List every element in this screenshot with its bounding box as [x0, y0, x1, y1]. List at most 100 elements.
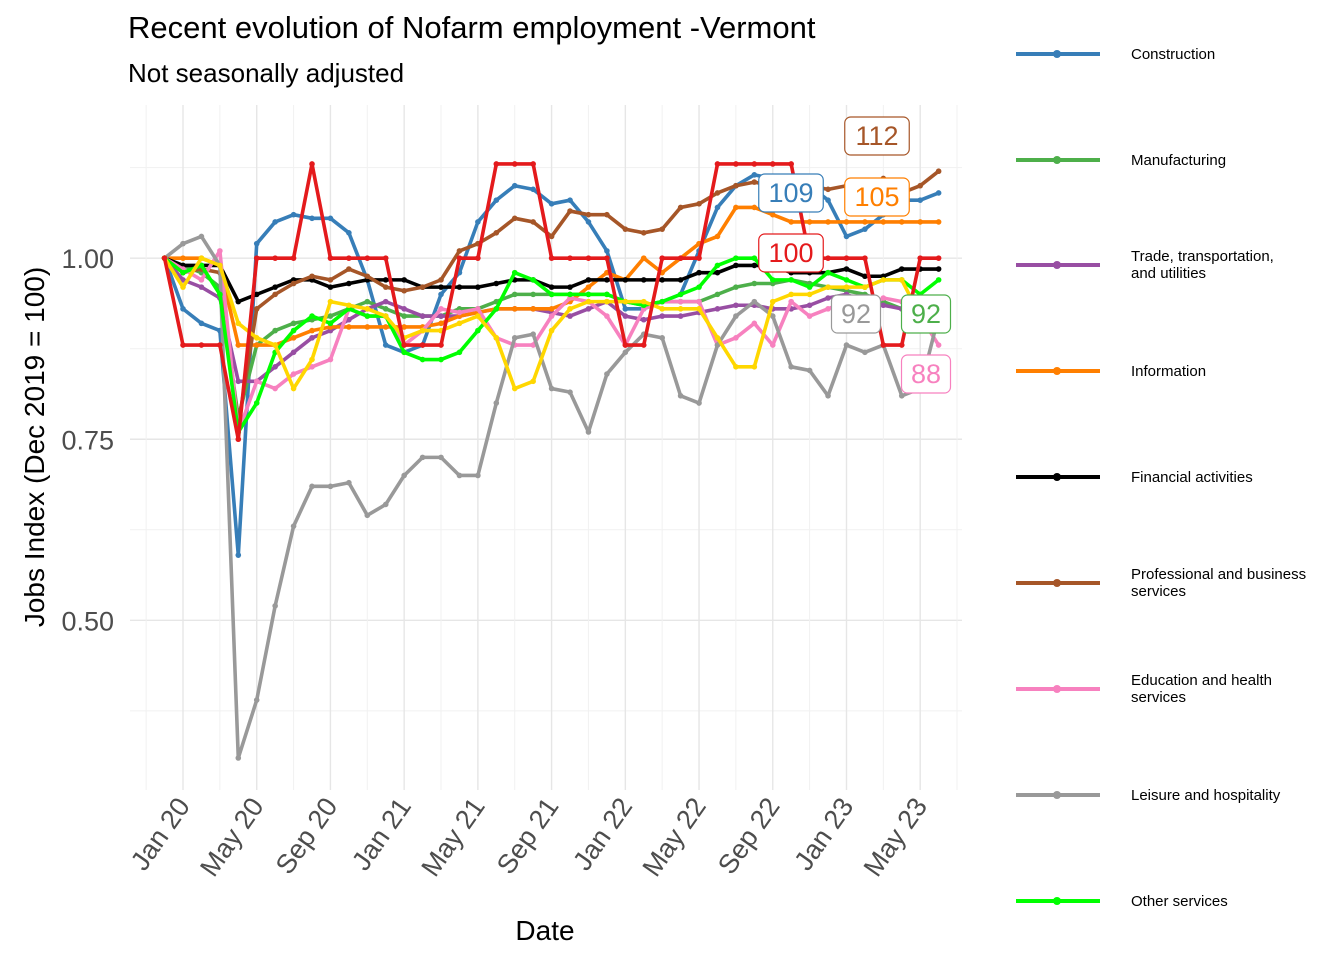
data-point [290, 211, 297, 218]
data-point [843, 255, 850, 261]
data-point [253, 240, 260, 247]
legend-label: Manufacturing [1131, 151, 1227, 169]
data-point [530, 219, 536, 225]
data-point [548, 306, 555, 312]
data-point [364, 306, 371, 312]
data-point [714, 262, 721, 269]
data-point [880, 302, 887, 309]
data-point [733, 161, 739, 167]
data-point [696, 284, 702, 290]
data-point [585, 277, 592, 283]
data-point [456, 255, 463, 261]
data-point [733, 302, 739, 309]
data-point [825, 306, 831, 312]
data-point [198, 233, 205, 240]
data-point [806, 313, 813, 319]
data-point [733, 204, 739, 211]
data-point [438, 277, 444, 283]
x-tick-label: Jan 20 [125, 792, 196, 876]
data-point [309, 335, 315, 341]
data-point [438, 313, 444, 319]
data-point [567, 208, 573, 214]
data-point [456, 472, 463, 479]
y-tick-label: 1.00 [61, 244, 114, 274]
end-label-box [758, 233, 824, 273]
data-point [714, 269, 721, 276]
data-point [438, 306, 444, 312]
data-point [604, 371, 610, 377]
data-point [475, 284, 481, 290]
data-point [346, 302, 352, 309]
data-point [843, 342, 850, 348]
legend-item: Information [1010, 351, 1340, 391]
data-point [253, 400, 260, 406]
data-point [382, 306, 389, 312]
data-point [825, 197, 831, 203]
data-point [456, 309, 463, 316]
data-point [880, 295, 887, 301]
data-point [364, 255, 371, 261]
end-label-box [830, 294, 882, 334]
data-point [382, 255, 389, 261]
data-point [253, 306, 260, 312]
data-point [714, 204, 721, 211]
data-point [309, 483, 315, 490]
data-point [253, 378, 260, 385]
data-point [456, 284, 463, 290]
data-point [659, 335, 665, 341]
data-point [733, 262, 739, 269]
data-point [806, 284, 813, 290]
data-point [456, 349, 463, 356]
data-point [198, 262, 205, 269]
data-point [180, 240, 186, 247]
data-point [198, 277, 205, 283]
end-label-box [900, 354, 952, 394]
data-point [862, 255, 868, 261]
data-point [290, 371, 297, 377]
y-tick-label: 0.50 [61, 606, 114, 636]
data-point [898, 342, 905, 348]
data-point [898, 266, 905, 272]
data-point [456, 320, 463, 327]
data-point [346, 266, 352, 272]
data-point [198, 284, 205, 290]
data-point [401, 324, 407, 330]
data-point [272, 385, 278, 392]
data-point [806, 219, 813, 225]
data-point [382, 324, 389, 330]
data-point [604, 248, 610, 254]
data-point [382, 284, 389, 290]
data-point [272, 327, 278, 334]
legend-label: Trade, transportation, and utilities [1131, 248, 1274, 282]
data-point [659, 313, 665, 319]
data-point [769, 277, 776, 283]
data-point [935, 277, 942, 283]
data-point [253, 291, 260, 298]
data-point [327, 215, 334, 222]
legend-marker [1053, 156, 1061, 164]
data-point [180, 342, 186, 348]
data-point [475, 306, 481, 312]
data-point [493, 161, 500, 167]
data-point [511, 335, 518, 341]
data-point [825, 269, 831, 276]
data-point [806, 367, 813, 374]
legend-item: Other services [1010, 881, 1340, 921]
data-point [567, 255, 573, 261]
data-point [862, 349, 868, 356]
data-point [511, 269, 518, 276]
data-point [751, 320, 758, 327]
data-point [511, 182, 518, 189]
data-point [382, 298, 389, 305]
data-point [843, 284, 850, 290]
data-point [217, 248, 223, 254]
data-point [309, 356, 315, 363]
data-point [272, 284, 278, 290]
x-tick-label: Jan 21 [346, 792, 417, 876]
data-point [235, 436, 242, 443]
data-point [364, 512, 371, 519]
data-point [290, 320, 297, 327]
data-point [530, 291, 536, 298]
data-point [806, 291, 813, 298]
data-point [640, 277, 647, 283]
